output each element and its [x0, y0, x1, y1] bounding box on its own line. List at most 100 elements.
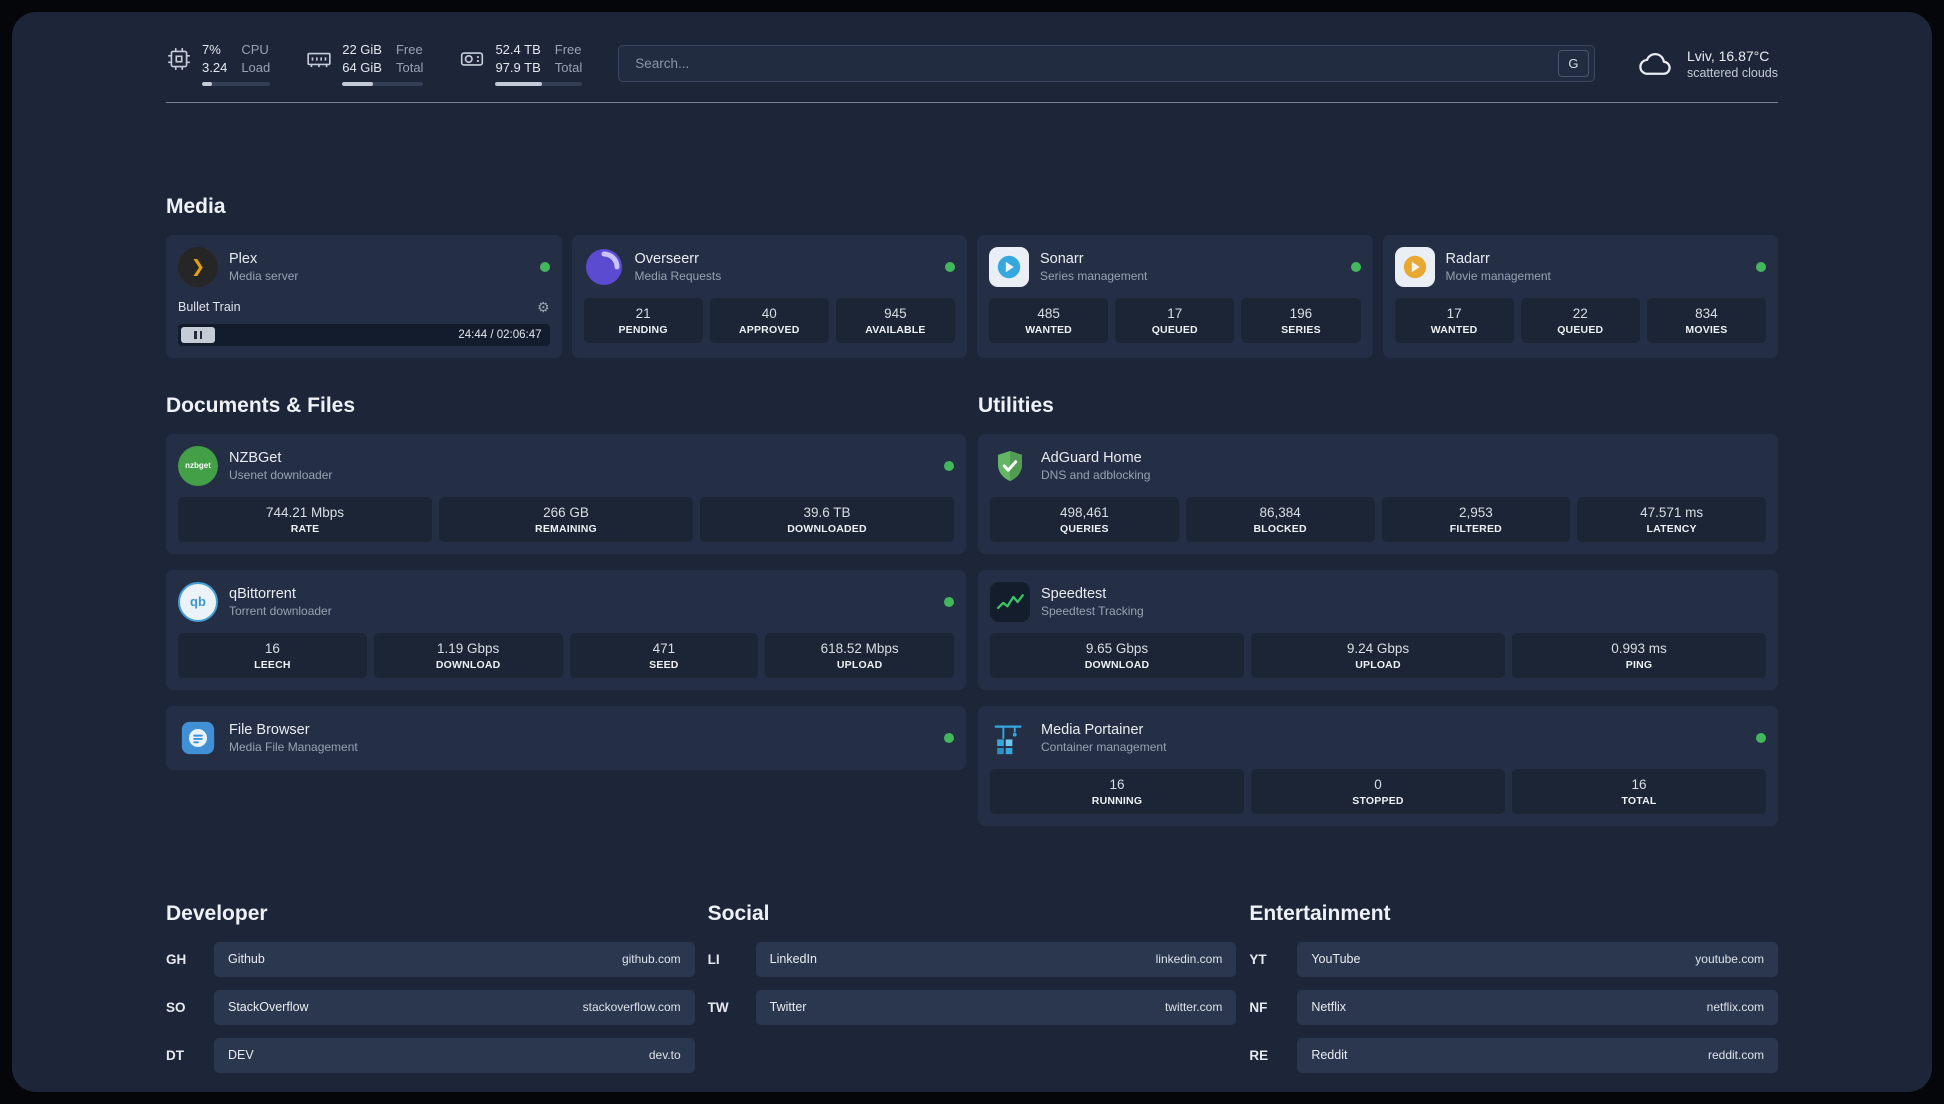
- cpu-icon: [166, 46, 192, 77]
- bookmark-link-stackoverflow[interactable]: StackOverflow stackoverflow.com: [214, 989, 695, 1025]
- cpu-label: CPU: [241, 42, 269, 57]
- stat-value: 945: [884, 305, 907, 321]
- stat-tile: 618.52 Mbps UPLOAD: [765, 632, 954, 678]
- sonarr-status-dot: [1350, 261, 1361, 272]
- stat-value: 39.6 TB: [803, 504, 851, 520]
- speedtest-name: Speedtest: [1041, 585, 1107, 602]
- section-documents-utilities: Documents & Files Utilities nzbget NZBGe…: [166, 394, 1778, 826]
- stat-label: RUNNING: [1091, 794, 1143, 807]
- documents-section-title: Documents & Files: [166, 393, 356, 417]
- stat-tile: 16 RUNNING: [990, 768, 1244, 814]
- stat-label: QUEUED: [1151, 323, 1198, 336]
- qbittorrent-card[interactable]: qb qBittorrent Torrent downloader 16 LEE…: [166, 569, 966, 690]
- stat-tile: 834 MOVIES: [1646, 297, 1767, 343]
- sonarr-icon: [989, 246, 1029, 287]
- radarr-status-dot: [1756, 261, 1766, 272]
- stat-tile: 40 APPROVED: [709, 297, 829, 343]
- cpu-load-label: Load: [241, 60, 271, 76]
- plex-status-dot: [539, 261, 550, 272]
- bookmark-row: SO StackOverflow stackoverflow.com: [166, 989, 695, 1025]
- stat-value: 16: [264, 640, 280, 656]
- weather-location: Lviv, 16.87°C: [1686, 47, 1770, 64]
- stat-tile: 86,384 BLOCKED: [1185, 496, 1375, 542]
- qbittorrent-name: qBittorrent: [229, 585, 296, 602]
- stat-tile: 17 QUEUED: [1115, 297, 1235, 343]
- bookmarks-developer: Developer GH Github github.com SO: [166, 902, 695, 1073]
- portainer-card[interactable]: Media Portainer Container management 16 …: [978, 705, 1778, 826]
- cpu-metric: 7% 3.24 CPU Load: [166, 42, 271, 86]
- stat-label: UPLOAD: [1355, 658, 1401, 671]
- stat-label: DOWNLOAD: [1084, 658, 1150, 671]
- portainer-name: Media Portainer: [1041, 721, 1144, 738]
- speedtest-subtitle: Speedtest Tracking: [1041, 603, 1144, 618]
- stat-value: 47.571 ms: [1640, 504, 1704, 520]
- plex-card[interactable]: ❯ Plex Media server Bullet Train ⚙: [166, 234, 562, 358]
- bookmark-link-github[interactable]: Github github.com: [214, 941, 695, 977]
- stat-tile: 0 STOPPED: [1251, 768, 1505, 814]
- bookmarks-social: Social LI LinkedIn linkedin.com TW: [708, 902, 1237, 1025]
- stat-value: 9.24 Gbps: [1346, 640, 1410, 656]
- stat-tile: 22 QUEUED: [1520, 297, 1640, 343]
- top-bar: 7% 3.24 CPU Load: [166, 42, 1778, 86]
- utilities-section-title: Utilities: [978, 393, 1054, 417]
- search-engine-button[interactable]: G: [1557, 50, 1589, 78]
- stat-value: 16: [1631, 776, 1647, 792]
- portainer-subtitle: Container management: [1041, 739, 1167, 754]
- stat-label: TOTAL: [1621, 794, 1657, 807]
- stat-value: 196: [1289, 305, 1313, 321]
- bookmark-link-twitter[interactable]: Twitter twitter.com: [755, 989, 1237, 1025]
- bookmark-link-linkedin[interactable]: LinkedIn linkedin.com: [755, 941, 1237, 977]
- stat-value: 21: [635, 305, 651, 321]
- stat-tile: 196 SERIES: [1241, 297, 1361, 343]
- bookmark-link-reddit[interactable]: Reddit reddit.com: [1297, 1037, 1778, 1073]
- radarr-subtitle: Movie management: [1445, 268, 1551, 283]
- stat-tile: 485 WANTED: [989, 297, 1109, 343]
- stat-value: 16: [1109, 776, 1125, 792]
- stat-tile: 39.6 TB DOWNLOADED: [700, 496, 954, 542]
- gear-icon[interactable]: ⚙: [536, 298, 550, 315]
- playback-progress-track[interactable]: [215, 327, 458, 343]
- bookmark-abbr: YT: [1249, 951, 1267, 967]
- nzbget-subtitle: Usenet downloader: [229, 467, 333, 482]
- pause-button[interactable]: [181, 326, 215, 343]
- bookmark-link-youtube[interactable]: YouTube youtube.com: [1297, 941, 1778, 977]
- radarr-card[interactable]: Radarr Movie management 17 WANTED 22 QUE…: [1382, 234, 1778, 358]
- bookmark-link-netflix[interactable]: Netflix netflix.com: [1297, 989, 1778, 1025]
- bookmark-row: GH Github github.com: [166, 941, 695, 977]
- overseerr-icon: [584, 247, 624, 287]
- radarr-icon: [1394, 246, 1435, 287]
- overseerr-card[interactable]: Overseerr Media Requests 21 PENDING 40 A…: [571, 234, 967, 358]
- topbar-divider: [166, 101, 1778, 103]
- search-input[interactable]: [633, 55, 1558, 73]
- stat-label: DOWNLOADED: [787, 522, 867, 535]
- speedtest-card[interactable]: Speedtest Speedtest Tracking 9.65 Gbps D…: [978, 569, 1778, 690]
- disk-free-value: 52.4 TB: [495, 42, 541, 57]
- stat-value: 22: [1572, 305, 1588, 321]
- bookmark-abbr: DT: [166, 1047, 184, 1063]
- overseerr-status-dot: [945, 261, 955, 272]
- stat-tile: 47.571 ms LATENCY: [1577, 496, 1766, 542]
- sonarr-subtitle: Series management: [1040, 268, 1148, 283]
- stat-label: MOVIES: [1685, 323, 1728, 336]
- nzbget-card[interactable]: nzbget NZBGet Usenet downloader 744.21 M…: [166, 433, 966, 554]
- stat-label: STOPPED: [1352, 794, 1404, 807]
- sonarr-card[interactable]: Sonarr Series management 485 WANTED 17 Q…: [977, 234, 1373, 358]
- cpu-load-value: 3.24: [202, 60, 228, 76]
- stat-label: RATE: [290, 522, 320, 535]
- stat-tile: 17 WANTED: [1394, 297, 1514, 343]
- memory-icon: [306, 46, 332, 77]
- filebrowser-card[interactable]: File Browser Media File Management: [166, 705, 966, 770]
- stat-tile: 9.65 Gbps DOWNLOAD: [990, 632, 1244, 678]
- disk-metric: 52.4 TB 97.9 TB Free Total: [459, 42, 583, 86]
- filebrowser-status-dot: [944, 732, 954, 743]
- bookmark-link-dev[interactable]: DEV dev.to: [214, 1037, 695, 1073]
- disk-icon: [459, 46, 485, 77]
- weather-widget: Lviv, 16.87°C scattered clouds: [1637, 48, 1778, 80]
- adguard-card[interactable]: AdGuard Home DNS and adblocking 498,461 …: [978, 433, 1778, 554]
- stat-tile: 21 PENDING: [583, 297, 703, 343]
- stat-label: LATENCY: [1646, 522, 1697, 535]
- memory-free-label: Free: [395, 42, 423, 57]
- stat-tile: 9.24 Gbps UPLOAD: [1251, 632, 1505, 678]
- bookmark-abbr: LI: [707, 951, 720, 967]
- stat-tile: 266 GB REMAINING: [439, 496, 693, 542]
